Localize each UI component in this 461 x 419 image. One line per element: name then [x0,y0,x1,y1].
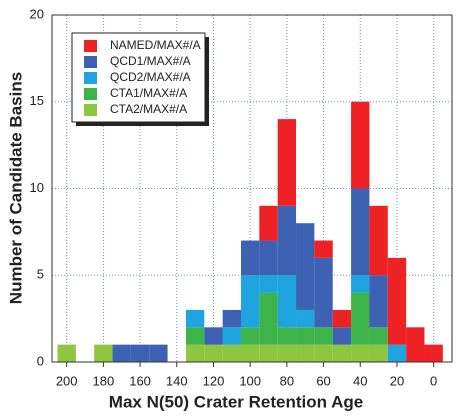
bar [185,344,205,362]
bar [296,344,315,362]
x-tick-label: 200 [56,373,78,388]
legend-swatch [84,72,97,84]
bar [240,344,260,362]
bar [185,327,205,345]
legend-swatch [84,104,97,116]
bar [259,205,278,241]
bar [369,327,388,345]
x-tick-label: 100 [239,373,261,388]
bar [314,327,333,345]
x-tick-label: 120 [203,373,225,388]
bar [351,275,370,293]
x-tick-label: 40 [353,373,367,388]
bar [94,344,113,362]
bar [277,344,297,362]
x-tick-label: 60 [316,373,330,388]
x-tick-label: 0 [430,373,437,388]
legend-label: QCD2/MAX#/A [110,70,191,84]
x-tick-label: 80 [280,373,294,388]
x-tick-label: 140 [166,373,188,388]
bar [351,188,370,276]
legend-swatch [84,88,97,100]
bar [112,344,131,362]
bar [240,327,260,345]
bar [149,344,168,362]
bar [240,275,260,328]
y-axis-label: Number of Candidate Basins [6,72,25,304]
bar [351,344,370,362]
bar [387,257,407,345]
legend-swatch [84,56,97,68]
bar [332,344,352,362]
y-tick-label: 0 [37,353,44,368]
bar [296,223,315,310]
bar [406,327,425,362]
legend-swatch [84,40,97,52]
bar [314,257,333,328]
bar [369,205,388,276]
bar [222,327,241,345]
legend-label: NAMED/MAX#/A [110,38,201,52]
bar [296,327,315,345]
bar [277,327,297,345]
bar [222,344,241,362]
legend-label: QCD1/MAX#/A [110,54,191,68]
x-tick-label: 160 [129,373,151,388]
y-tick-label: 20 [30,6,44,21]
bar [332,327,352,345]
bar [351,101,370,189]
bar [277,275,297,328]
legend-label: CTA1/MAX#/A [110,86,187,100]
bar [240,240,260,276]
bar [259,275,278,293]
bar [277,205,297,276]
bar [296,309,315,328]
bar [424,344,443,362]
bar [259,344,278,362]
bar [314,240,333,258]
bar [130,344,150,362]
y-tick-label: 10 [30,180,44,195]
bar [314,344,333,362]
bar [259,292,278,345]
legend-label: CTA2/MAX#/A [110,102,187,116]
y-tick-label: 15 [30,93,44,108]
bar [369,344,388,362]
bar [57,344,76,362]
plot-frame [51,14,453,363]
x-tick-label: 180 [93,373,115,388]
bar [351,292,370,345]
bar [277,119,297,206]
bar [185,309,205,328]
bar [259,240,278,276]
bar [369,275,388,328]
bar [204,327,223,345]
x-tick-label: 20 [390,373,404,388]
bar [387,344,407,362]
bar [332,309,352,328]
y-tick-label: 5 [37,267,44,282]
bar [222,309,241,328]
x-axis-label: Max N(50) Crater Retention Age [109,392,363,411]
bar [204,344,223,362]
